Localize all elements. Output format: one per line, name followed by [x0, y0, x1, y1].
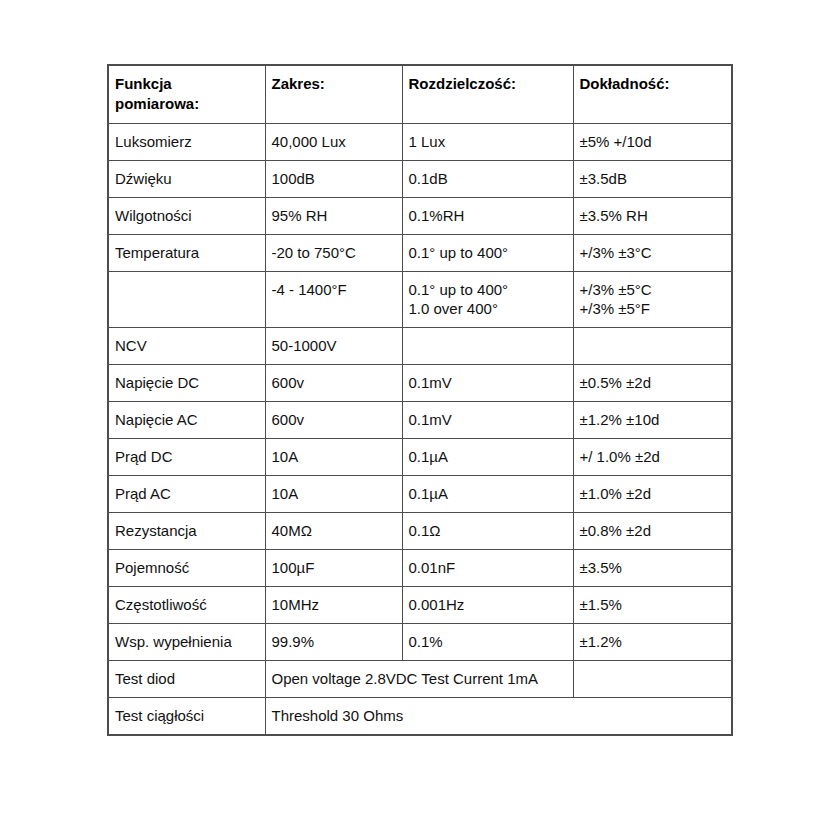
table-cell: 0.01nF	[402, 550, 573, 587]
table-cell: 40,000 Lux	[265, 123, 402, 160]
table-cell: ±0.5% ±2d	[573, 365, 732, 402]
table-cell: Threshold 30 Ohms	[265, 698, 732, 735]
table-row: NCV50-1000V	[108, 328, 732, 365]
table-row: Rezystancja40MΩ0.1Ω±0.8% ±2d	[108, 513, 732, 550]
table-row: Częstotliwość10MHz0.001Hz±1.5%	[108, 587, 732, 624]
table-cell: 100dB	[265, 160, 402, 197]
table-cell: 95% RH	[265, 197, 402, 234]
header-row: Funkcja pomiarowa:Zakres:Rozdzielczość:D…	[108, 65, 732, 123]
table-cell: 0.1Ω	[402, 513, 573, 550]
table-cell: 0.1° up to 400° 1.0 over 400°	[402, 271, 573, 328]
table-cell: 0.1%RH	[402, 197, 573, 234]
table-cell: ±3.5% RH	[573, 197, 732, 234]
table-cell: Prąd AC	[108, 476, 265, 513]
table-row: Temperatura-20 to 750°C0.1° up to 400°+/…	[108, 234, 732, 271]
table-cell: Częstotliwość	[108, 587, 265, 624]
table-cell: 0.1mV	[402, 402, 573, 439]
table-cell: ±3.5%	[573, 550, 732, 587]
table-cell: 40MΩ	[265, 513, 402, 550]
table-cell: -4 - 1400°F	[265, 271, 402, 328]
table-cell: ±1.2%	[573, 624, 732, 661]
table-cell: Wsp. wypełnienia	[108, 624, 265, 661]
column-header: Funkcja pomiarowa:	[108, 65, 265, 123]
table-row: Napięcie AC600v0.1mV±1.2% ±10d	[108, 402, 732, 439]
table-cell: 10A	[265, 476, 402, 513]
table-container: Funkcja pomiarowa:Zakres:Rozdzielczość:D…	[107, 64, 733, 736]
table-cell: +/ 1.0% ±2d	[573, 439, 732, 476]
table-row: Pojemność100µF0.01nF±3.5%	[108, 550, 732, 587]
table-cell: ±3.5dB	[573, 160, 732, 197]
table-cell: Open voltage 2.8VDC Test Current 1mA	[265, 661, 573, 698]
table-cell	[573, 661, 732, 698]
table-cell: Pojemność	[108, 550, 265, 587]
table-row: Test diodOpen voltage 2.8VDC Test Curren…	[108, 661, 732, 698]
table-cell	[108, 271, 265, 328]
table-row: Wsp. wypełnienia99.9%0.1%±1.2%	[108, 624, 732, 661]
table-cell: 1 Lux	[402, 123, 573, 160]
table-row: Wilgotności95% RH0.1%RH±3.5% RH	[108, 197, 732, 234]
table-cell: Test ciągłości	[108, 698, 265, 735]
table-cell: +/3% ±5°C +/3% ±5°F	[573, 271, 732, 328]
table-body: Luksomierz40,000 Lux1 Lux±5% +/10dDźwięk…	[108, 123, 732, 735]
table-cell: Napięcie DC	[108, 365, 265, 402]
table-cell: ±0.8% ±2d	[573, 513, 732, 550]
column-header: Rozdzielczość:	[402, 65, 573, 123]
table-cell: 0.1dB	[402, 160, 573, 197]
table-cell	[573, 328, 732, 365]
table-cell: 50-1000V	[265, 328, 402, 365]
table-cell: Dźwięku	[108, 160, 265, 197]
column-header: Dokładność:	[573, 65, 732, 123]
table-row: Dźwięku100dB0.1dB±3.5dB	[108, 160, 732, 197]
table-cell: +/3% ±3°C	[573, 234, 732, 271]
table-row: Prąd AC10A0.1µA±1.0% ±2d	[108, 476, 732, 513]
table-cell: Rezystancja	[108, 513, 265, 550]
table-cell: 10A	[265, 439, 402, 476]
table-row: Test ciągłościThreshold 30 Ohms	[108, 698, 732, 735]
table-row: Luksomierz40,000 Lux1 Lux±5% +/10d	[108, 123, 732, 160]
table-cell: 0.001Hz	[402, 587, 573, 624]
table-cell	[402, 328, 573, 365]
table-cell: Napięcie AC	[108, 402, 265, 439]
column-header: Zakres:	[265, 65, 402, 123]
table-cell: NCV	[108, 328, 265, 365]
table-cell: 0.1%	[402, 624, 573, 661]
table-cell: -20 to 750°C	[265, 234, 402, 271]
table-cell: Wilgotności	[108, 197, 265, 234]
table-cell: ±1.2% ±10d	[573, 402, 732, 439]
table-cell: Prąd DC	[108, 439, 265, 476]
table-cell: ±1.5%	[573, 587, 732, 624]
table-cell: 99.9%	[265, 624, 402, 661]
table-cell: 0.1µA	[402, 476, 573, 513]
table-cell: 100µF	[265, 550, 402, 587]
table-cell: Temperatura	[108, 234, 265, 271]
table-cell: 0.1° up to 400°	[402, 234, 573, 271]
multimeter-spec-table: Funkcja pomiarowa:Zakres:Rozdzielczość:D…	[107, 64, 733, 736]
table-row: Prąd DC10A0.1µA+/ 1.0% ±2d	[108, 439, 732, 476]
table-cell: Luksomierz	[108, 123, 265, 160]
table-cell: ±5% +/10d	[573, 123, 732, 160]
table-cell: Test diod	[108, 661, 265, 698]
table-row: -4 - 1400°F0.1° up to 400° 1.0 over 400°…	[108, 271, 732, 328]
table-cell: ±1.0% ±2d	[573, 476, 732, 513]
table-cell: 0.1mV	[402, 365, 573, 402]
table-cell: 0.1µA	[402, 439, 573, 476]
table-row: Napięcie DC600v0.1mV±0.5% ±2d	[108, 365, 732, 402]
table-cell: 600v	[265, 365, 402, 402]
table-cell: 10MHz	[265, 587, 402, 624]
table-cell: 600v	[265, 402, 402, 439]
